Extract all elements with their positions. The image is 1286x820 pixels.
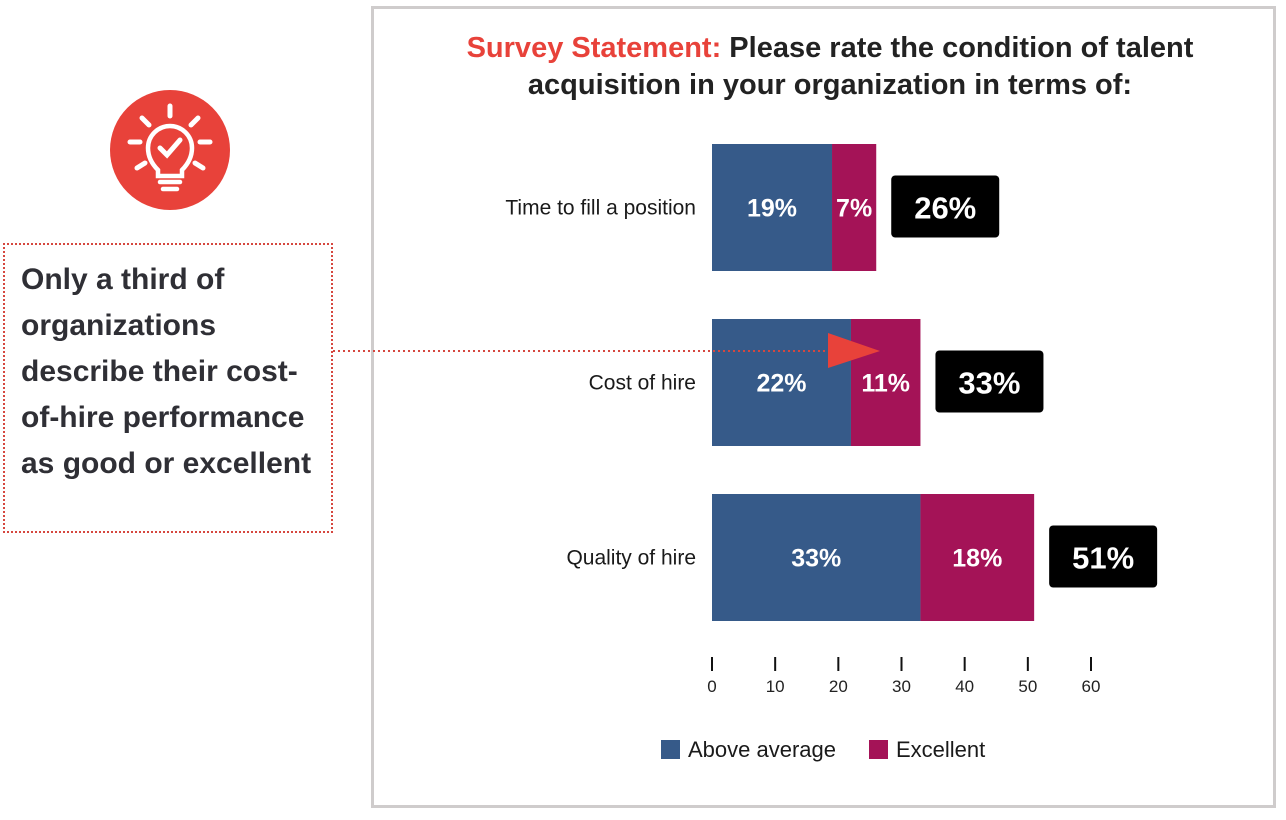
x-tick-label: 10: [766, 677, 785, 696]
category-label: Time to fill a position: [505, 197, 696, 220]
total-badge: [1049, 525, 1158, 588]
segment-value-label: 22%: [756, 370, 806, 398]
total-badge: [891, 175, 1000, 238]
lightbulb-check-icon: [110, 90, 230, 210]
bars-layer: Time to fill a position 19% 7% 26% Cost of h…: [505, 144, 1158, 621]
bar-above-average: [712, 319, 851, 446]
total-value-label: 26%: [914, 191, 976, 226]
x-tick-label: 60: [1082, 677, 1101, 696]
bar-excellent: [850, 319, 921, 446]
callout-text: Only a third of organizations describe t…: [21, 263, 312, 480]
segment-value-label: 33%: [791, 545, 841, 573]
title-text: Please rate the condition of talent acqu…: [527, 32, 1194, 101]
bar-above-average: [712, 494, 921, 621]
legend-label: Above average: [688, 737, 836, 762]
total-badge: [935, 350, 1044, 413]
x-tick-label: 0: [707, 677, 716, 696]
total-value-label: 33%: [958, 366, 1020, 401]
segment-value-label: 19%: [747, 195, 797, 223]
bar-above-average: [712, 144, 833, 271]
segment-value-label: 7%: [836, 195, 872, 223]
legend-swatch: [661, 740, 680, 759]
total-value-label: 51%: [1072, 541, 1134, 576]
title-accent: Survey Statement:: [466, 32, 722, 64]
bar-excellent: [832, 144, 877, 271]
bar-excellent: [920, 494, 1035, 621]
callout-box: Only a third of organizations describe t…: [3, 243, 333, 533]
legend-swatch: [869, 740, 888, 759]
x-axis: 0 10 20 30 40 50 60: [707, 657, 1100, 696]
legend-label: Excellent: [896, 737, 985, 762]
x-tick-label: 40: [955, 677, 974, 696]
legend: Above average Excellent: [661, 737, 985, 762]
category-label: Quality of hire: [566, 547, 696, 570]
callout-connector: [333, 333, 880, 368]
x-tick-label: 30: [892, 677, 911, 696]
x-tick-label: 50: [1018, 677, 1037, 696]
segment-value-label: 11%: [861, 370, 910, 398]
category-label: Cost of hire: [589, 372, 696, 395]
segment-value-label: 18%: [952, 545, 1002, 573]
chart-title: Survey Statement: Please rate the condit…: [400, 30, 1260, 104]
arrow-right-icon: [828, 333, 880, 368]
x-tick-label: 20: [829, 677, 848, 696]
